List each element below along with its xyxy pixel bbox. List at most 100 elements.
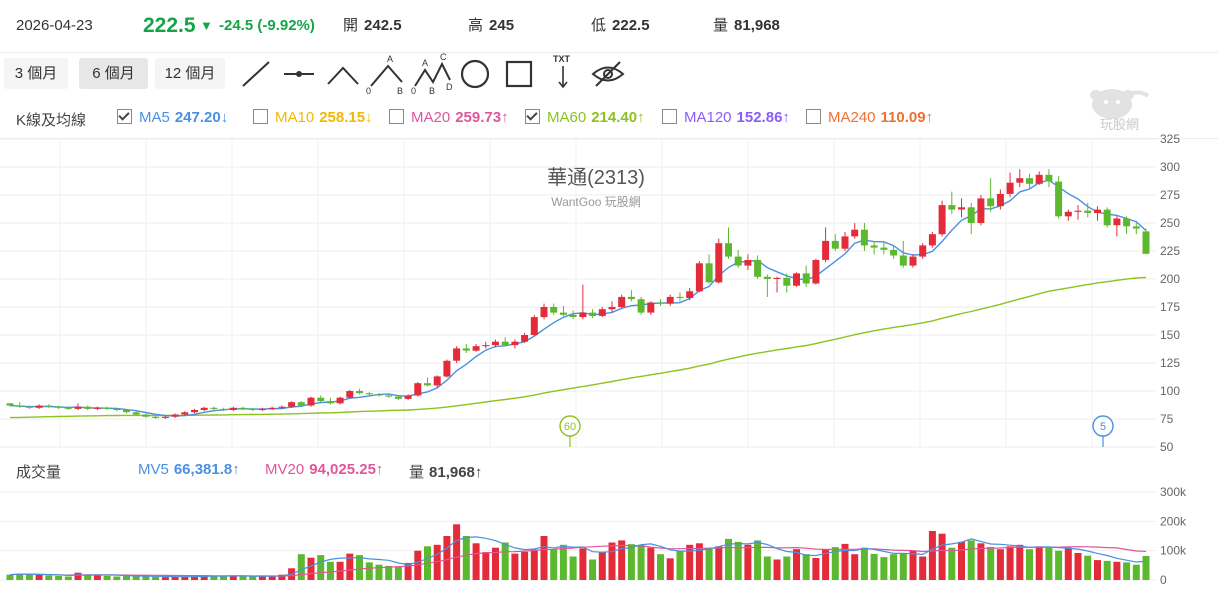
- range-3m-button[interactable]: 3 個月: [4, 58, 68, 89]
- mv5-line: [9, 536, 1147, 578]
- volume-bar: [365, 562, 373, 580]
- volume-bar: [521, 551, 529, 580]
- candle-body: [598, 309, 606, 316]
- ma-legend: K線及均線 MA5 247.20↓ MA10 258.15↓ MA20 259.73↑…: [0, 103, 1218, 133]
- mv5-legend: MV5 66,381.8↑: [138, 461, 240, 478]
- candle-body: [851, 229, 859, 237]
- ma120-toggle[interactable]: MA120 152.86↑: [662, 109, 790, 126]
- volume-bar: [1055, 550, 1063, 580]
- price-axis: 50 75 100 125 150 175 200 225 250 275 300 325: [1160, 132, 1180, 454]
- candle-body: [501, 341, 509, 346]
- ma10-checkbox[interactable]: [253, 109, 268, 124]
- ma20-checkbox[interactable]: [389, 109, 404, 124]
- rectangle-tool-icon[interactable]: [501, 58, 537, 90]
- candle-body: [1132, 226, 1140, 229]
- candle-body: [608, 307, 616, 310]
- ma120-value: 152.86↑: [736, 109, 790, 126]
- price-tick-label: 200: [1160, 272, 1180, 286]
- candle-body: [938, 205, 946, 235]
- volume-bar: [530, 549, 538, 580]
- candle-body: [258, 408, 266, 410]
- ma240-toggle[interactable]: MA240 110.09↑: [806, 109, 933, 126]
- ma5-checkbox[interactable]: [117, 109, 132, 124]
- candle-body: [1006, 182, 1014, 194]
- volume-bar: [860, 547, 868, 580]
- ma60-toggle[interactable]: MA60 214.40↑: [525, 109, 645, 126]
- ma10-toggle[interactable]: MA10 258.15↓: [253, 109, 373, 126]
- candle-body: [666, 296, 674, 304]
- volume-bar: [191, 576, 198, 580]
- circle-tool-icon[interactable]: [457, 58, 493, 90]
- candle-body: [1016, 178, 1024, 183]
- candle-series: [6, 169, 1150, 419]
- volume-bar: [258, 575, 266, 580]
- hide-drawings-icon[interactable]: [590, 58, 626, 90]
- candle-body: [958, 207, 965, 210]
- mv5-value: 66,381.8↑: [173, 461, 240, 478]
- quote-header: 2026-04-23 222.5 ▼ -24.5 (-9.92%) 開 242.5…: [0, 0, 1218, 53]
- volume-bar: [268, 575, 276, 580]
- candle-body: [773, 277, 781, 279]
- ma120-checkbox[interactable]: [662, 109, 677, 124]
- volume-bar: [958, 541, 965, 580]
- volume-bar: [725, 538, 732, 580]
- price-tick-label: 50: [1160, 440, 1174, 454]
- candle-body: [394, 396, 402, 399]
- marker-circle: [559, 415, 581, 437]
- volume-bar: [705, 547, 713, 580]
- candle-body: [686, 291, 694, 298]
- volume-bar: [831, 547, 839, 580]
- candle-body: [453, 348, 461, 361]
- volume-bar: [210, 575, 218, 580]
- volume-bar: [928, 531, 936, 580]
- wantgoo-logo-icon: [1090, 89, 1150, 119]
- ma60-label: MA60: [547, 109, 587, 126]
- price-tick-label: 225: [1160, 244, 1180, 258]
- candle-body: [307, 397, 315, 406]
- range-12m-button[interactable]: 12 個月: [155, 58, 225, 89]
- abc-pattern-icon[interactable]: 0 A B: [366, 54, 406, 96]
- volume-bar: [511, 553, 519, 580]
- ma5-toggle[interactable]: MA5 247.20↓: [117, 109, 228, 126]
- candle-body: [928, 234, 936, 246]
- candle-body: [1103, 209, 1111, 226]
- high-value: 245: [489, 17, 515, 34]
- abc-a-label: A: [387, 54, 393, 64]
- polyline-tool-icon[interactable]: [325, 58, 361, 90]
- ma240-label: MA240: [828, 109, 876, 126]
- candle-body: [123, 410, 130, 413]
- volume-bar: [229, 575, 237, 580]
- text-tool-icon[interactable]: TXT: [545, 54, 581, 90]
- candle-body: [987, 198, 995, 207]
- price-down-icon: ▼: [200, 18, 213, 33]
- candle-body: [200, 407, 208, 410]
- volume-bar: [1142, 556, 1150, 580]
- volume-bar: [307, 557, 315, 580]
- ma60-checkbox[interactable]: [525, 109, 540, 124]
- abcd-pattern-icon[interactable]: 0 A B C D: [411, 52, 453, 96]
- candle-body: [715, 243, 723, 283]
- candle-body: [239, 407, 247, 409]
- candle-body: [890, 249, 898, 256]
- range-6m-button[interactable]: 6 個月: [79, 58, 148, 89]
- ray-tool-icon[interactable]: [281, 58, 317, 90]
- volume-bar: [822, 549, 830, 580]
- volume-bar: [16, 573, 24, 580]
- ma240-checkbox[interactable]: [806, 109, 821, 124]
- volume-bar: [1094, 560, 1101, 580]
- candle-body: [161, 416, 169, 418]
- line-tool-icon[interactable]: [238, 58, 274, 90]
- ma20-label: MA20: [411, 109, 451, 126]
- candle-body: [93, 407, 101, 409]
- volume-bar: [880, 557, 888, 580]
- candle-body: [647, 302, 655, 313]
- abcd-a-label: A: [422, 58, 428, 68]
- candle-body: [948, 205, 956, 210]
- volume-bar: [113, 576, 121, 580]
- candle-body: [210, 407, 218, 409]
- candle-body: [268, 407, 276, 409]
- mv20-line: [9, 544, 1147, 577]
- ma20-toggle[interactable]: MA20 259.73↑: [389, 109, 509, 126]
- candle-body: [627, 296, 635, 300]
- candle-body: [899, 255, 907, 266]
